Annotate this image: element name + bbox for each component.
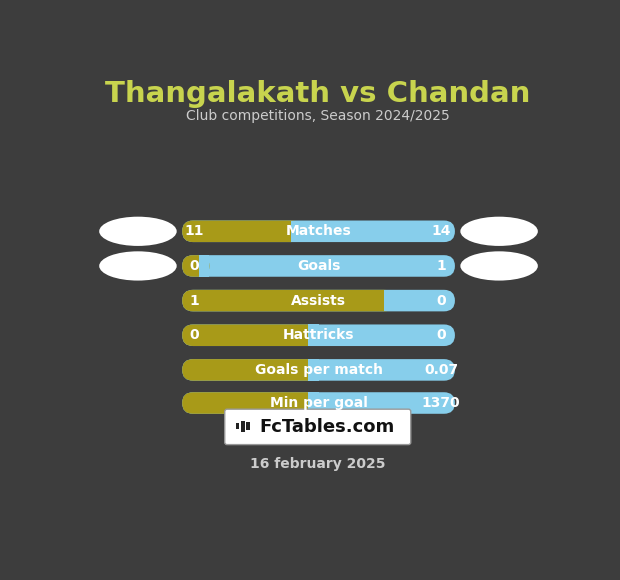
Text: Min per goal: Min per goal bbox=[270, 396, 368, 410]
Ellipse shape bbox=[460, 251, 538, 281]
Text: 1: 1 bbox=[436, 259, 446, 273]
FancyBboxPatch shape bbox=[224, 409, 410, 445]
Text: 0: 0 bbox=[436, 328, 446, 342]
FancyBboxPatch shape bbox=[182, 220, 455, 242]
Ellipse shape bbox=[99, 217, 177, 246]
Text: 0.07: 0.07 bbox=[424, 363, 458, 377]
Bar bbox=[308, 359, 319, 380]
Bar bbox=[308, 324, 319, 346]
FancyBboxPatch shape bbox=[182, 392, 319, 414]
FancyBboxPatch shape bbox=[182, 359, 455, 380]
Text: 14: 14 bbox=[432, 224, 451, 238]
Text: 0: 0 bbox=[190, 328, 200, 342]
Ellipse shape bbox=[99, 251, 177, 281]
Text: Goals: Goals bbox=[297, 259, 340, 273]
Bar bbox=[384, 290, 395, 311]
Text: 1: 1 bbox=[190, 293, 200, 307]
Text: Goals per match: Goals per match bbox=[255, 363, 383, 377]
Bar bbox=[291, 220, 302, 242]
Bar bbox=[236, 423, 239, 429]
Text: 11: 11 bbox=[185, 224, 204, 238]
Text: Thangalakath vs Chandan: Thangalakath vs Chandan bbox=[105, 80, 531, 108]
Text: Hattricks: Hattricks bbox=[283, 328, 354, 342]
Text: Club competitions, Season 2024/2025: Club competitions, Season 2024/2025 bbox=[186, 109, 450, 123]
Text: Assists: Assists bbox=[291, 293, 346, 307]
FancyBboxPatch shape bbox=[182, 324, 455, 346]
FancyBboxPatch shape bbox=[182, 392, 455, 414]
Ellipse shape bbox=[460, 217, 538, 246]
FancyBboxPatch shape bbox=[182, 255, 210, 277]
FancyBboxPatch shape bbox=[182, 359, 319, 380]
Text: Matches: Matches bbox=[286, 224, 352, 238]
Text: 1370: 1370 bbox=[422, 396, 460, 410]
Text: 16 february 2025: 16 february 2025 bbox=[250, 457, 386, 471]
Bar bbox=[241, 420, 245, 432]
FancyBboxPatch shape bbox=[182, 290, 455, 311]
FancyBboxPatch shape bbox=[182, 255, 455, 277]
FancyBboxPatch shape bbox=[182, 290, 395, 311]
Bar bbox=[247, 422, 250, 430]
Text: FcTables.com: FcTables.com bbox=[259, 418, 395, 436]
FancyBboxPatch shape bbox=[182, 324, 319, 346]
Bar bbox=[308, 392, 319, 414]
Text: 0: 0 bbox=[436, 293, 446, 307]
FancyBboxPatch shape bbox=[182, 220, 302, 242]
Text: 0: 0 bbox=[190, 259, 200, 273]
Bar bbox=[198, 255, 210, 277]
